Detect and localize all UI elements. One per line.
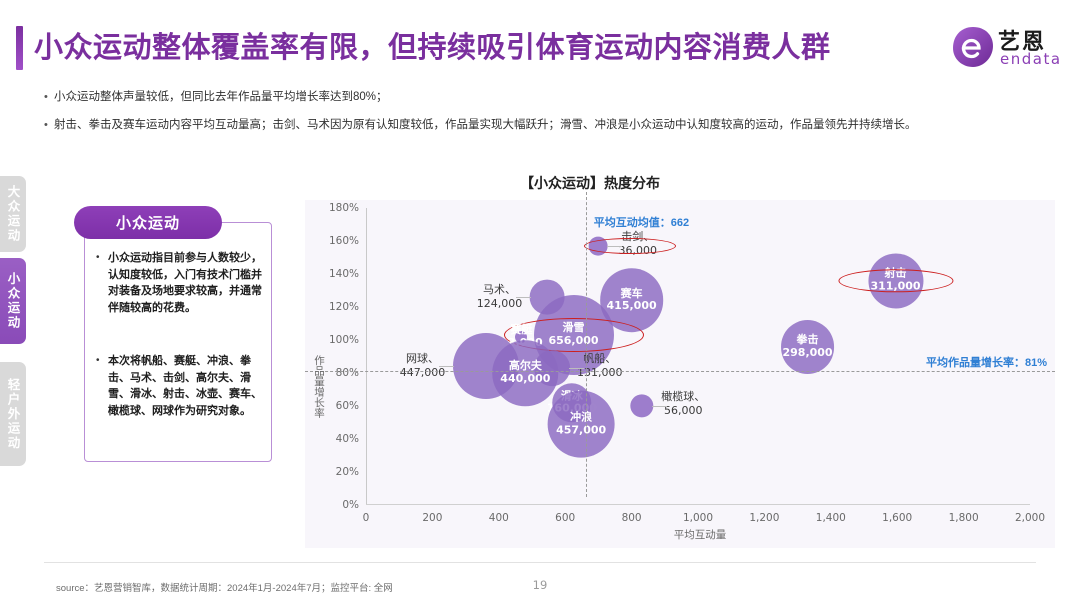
sidebar-tab-niche-sports[interactable]: 小众运动: [0, 258, 26, 344]
bubble-value-label: 440,000: [500, 371, 551, 385]
bubble-name-label: 拳击: [796, 333, 819, 346]
x-axis-tick-label: 200: [422, 512, 443, 524]
bubble-name-label: 马术、: [483, 284, 517, 297]
y-axis-tick-label: 160%: [328, 235, 359, 247]
leader-line: [652, 406, 668, 407]
bubble-value-label: 124,000: [476, 297, 523, 311]
leader-line: [606, 245, 622, 247]
bubble-name-label: 赛车: [620, 287, 643, 300]
y-axis-tick-label: 100%: [328, 334, 359, 346]
y-axis-title: 作品量增长率: [313, 355, 325, 418]
avg-growth-reference-label: 平均作品量增长率：81%: [925, 357, 1047, 370]
bubble-value-label: 415,000: [606, 299, 657, 313]
bubble-external-label: 橄榄球、 56,000: [661, 390, 705, 418]
bubble-name-label: 赛艇: [510, 324, 533, 337]
avg-interaction-reference-line: [585, 192, 587, 497]
bubble-chart-panel: 0% 20% 40% 60% 80% 100% 120% 140% 160% 180% 0 200 4…: [305, 192, 1055, 548]
bullet-text: 射击、拳击及赛车运动内容平均互动量高；击剑、马术因为原有认知度较低，作品量实现大…: [54, 119, 917, 131]
bubble-external-label: 马术、 124,000: [477, 283, 523, 311]
sidebar-tab-mass-sports[interactable]: 大众运动: [0, 176, 26, 252]
definition-bullet-marker: •: [96, 355, 100, 366]
leader-line: [568, 368, 584, 370]
bubble-name-label: 橄榄球、: [661, 391, 706, 403]
bubble-name-label: 击剑、: [621, 230, 655, 243]
bubble-point[interactable]: 高尔夫 440,000: [492, 340, 559, 406]
leader-line: [515, 297, 531, 299]
title-accent-bar: [16, 26, 23, 70]
bubble-value-label: 447,000: [399, 366, 446, 380]
x-axis-tick-label: 1,200: [749, 512, 780, 524]
x-axis-tick-label: 1,800: [948, 512, 979, 524]
y-axis-tick-label: 120%: [328, 301, 359, 313]
bubble-external-label: 帆船、 131,000: [577, 352, 623, 380]
bubble-value-label: 457,000: [556, 423, 607, 437]
x-axis-tick-label: 1,400: [815, 512, 846, 524]
y-axis-tick-label: 60%: [335, 400, 359, 412]
y-axis-tick-label: 80%: [335, 367, 359, 379]
source-text: source：艺恩营销智库，数据统计周期：2024年1月-2024年7月；监控平…: [56, 583, 393, 594]
y-axis-tick-label: 140%: [328, 268, 359, 280]
bubble-name-label: 高尔夫: [508, 360, 542, 373]
bubble-name-label: 帆船、: [583, 353, 617, 366]
summary-bullet: • 小众运动整体声量较低，但同比去年作品量平均增长率达到80%；: [44, 88, 1004, 107]
bubble-point[interactable]: 射击 311,000: [867, 253, 924, 309]
definition-list-item: • 本次将帆船、赛艇、冲浪、拳击、马术、击剑、高尔夫、滑雪、滑冰、射击、冰壶、赛…: [96, 353, 264, 419]
x-axis-tick-label: 1,600: [882, 512, 913, 524]
definition-bullet-text: 本次将帆船、赛艇、冲浪、拳击、马术、击剑、高尔夫、滑雪、滑冰、射击、冰壶、赛车、…: [108, 355, 262, 417]
y-axis-tick-label: 0%: [342, 499, 359, 511]
avg-interaction-reference-label: 平均互动均值：662: [593, 217, 690, 229]
bubble-value-label: 656,000: [548, 334, 599, 348]
brand-logo: 艺恩 endata: [952, 22, 1064, 76]
bubble-value-label: 56,000: [663, 404, 703, 417]
bullet-text: 小众运动整体声量较低，但同比去年作品量平均增长率达到80%；: [54, 91, 388, 103]
definition-card: [84, 222, 272, 462]
x-axis-tick-label: 400: [488, 512, 509, 524]
bubble-value-label: 131,000: [577, 366, 623, 380]
chart-title: 【小众运动】热度分布: [520, 175, 660, 191]
bubble-point[interactable]: 冲浪 457,000: [547, 390, 615, 458]
bubble-point[interactable]: [589, 236, 608, 256]
bubble-name-label: 射击: [884, 267, 907, 280]
bubble-value-label: 311,000: [870, 279, 921, 293]
definition-bullet-marker: •: [96, 252, 100, 263]
endata-e-logo-icon: [953, 27, 993, 67]
bubble-name-label: 滑雪: [562, 322, 585, 335]
bubble-external-label: 网球、 447,000: [400, 352, 446, 380]
y-axis-tick-label: 20%: [335, 466, 359, 478]
definition-card-title: 小众运动: [74, 206, 222, 239]
y-axis-line: [366, 208, 367, 505]
page-number: 19: [532, 578, 548, 592]
bubble-value-label: 298,000: [782, 345, 833, 359]
x-axis-tick-label: 0: [362, 512, 370, 524]
bubble-point[interactable]: [629, 394, 654, 418]
bubble-value-label: 36,000: [618, 243, 658, 257]
bubble-name-label: 网球、: [406, 353, 439, 366]
x-axis-tick-label: 2,000: [1014, 512, 1046, 524]
bullet-marker: •: [44, 119, 48, 131]
x-axis-line: [366, 504, 1030, 505]
bullet-marker: •: [44, 91, 48, 103]
page-title: 小众运动整体覆盖率有限，但持续吸引体育运动内容消费人群: [34, 32, 831, 64]
y-axis-tick-label: 40%: [335, 433, 359, 445]
definition-bullet-text: 小众运动指目前参与人数较少，认知度较低，入门有技术门槛并对装备及场地要求较高，并…: [108, 252, 262, 314]
bubble-external-label: 击剑、 36,000: [619, 230, 658, 258]
leader-line: [438, 366, 454, 368]
x-axis-tick-label: 600: [555, 512, 576, 524]
y-axis-tick-label: 180%: [328, 202, 359, 214]
bubble-point[interactable]: 拳击 298,000: [780, 319, 835, 374]
sidebar-tab-light-outdoor-sports[interactable]: 轻户外运动: [0, 362, 26, 466]
x-axis-tick-label: 800: [621, 512, 642, 524]
x-axis-tick-label: 1,000: [682, 512, 714, 524]
x-axis-title: 平均互动量: [673, 529, 727, 541]
definition-list-item: • 小众运动指目前参与人数较少，认知度较低，入门有技术门槛并对装备及场地要求较高…: [96, 250, 264, 316]
logo-cn-text: 艺恩: [998, 29, 1047, 54]
avg-growth-reference-line: [305, 371, 1055, 373]
logo-en-text: endata: [1000, 50, 1062, 68]
summary-bullet: • 射击、拳击及赛车运动内容平均互动量高；击剑、马术因为原有认知度较低，作品量实…: [44, 116, 974, 135]
footer-divider: [44, 562, 1036, 563]
